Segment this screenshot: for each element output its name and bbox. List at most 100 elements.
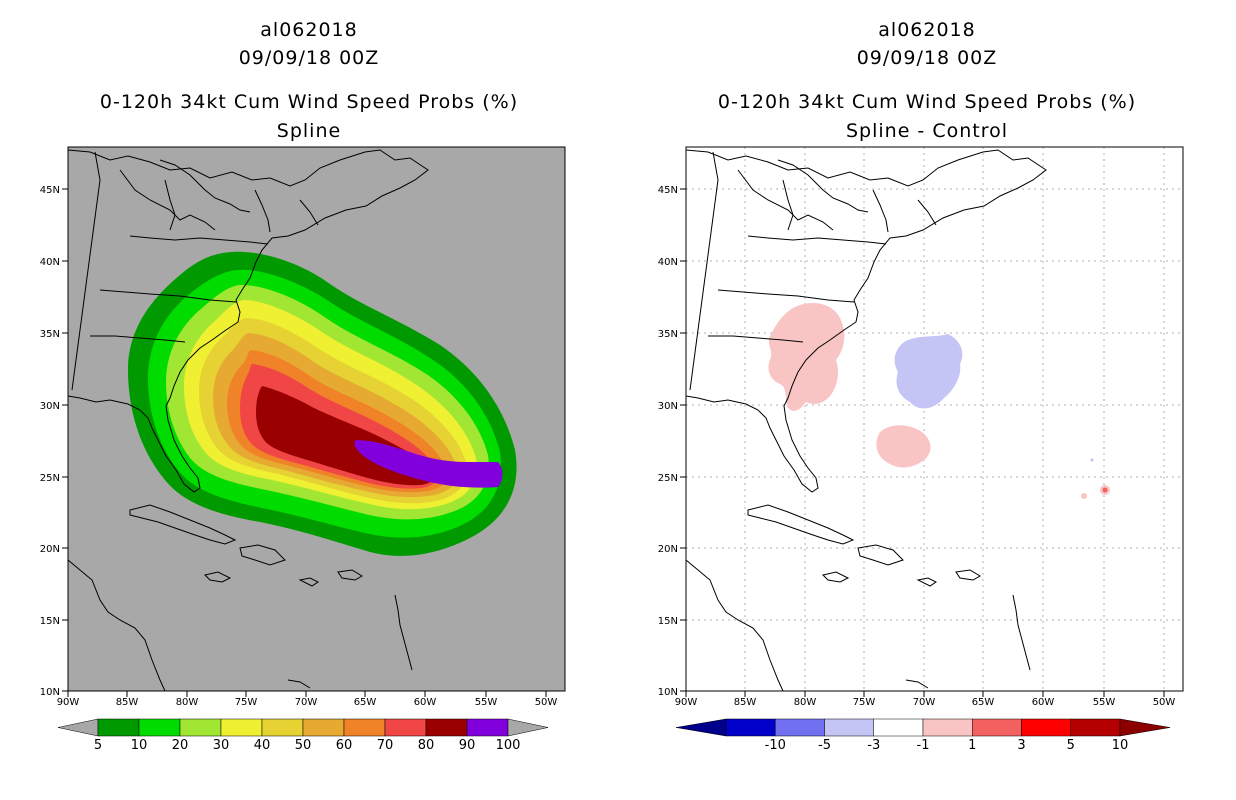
lon-label: 90W — [57, 697, 80, 708]
product-title: 0-120h 34kt Cum Wind Speed Probs (%) — [99, 91, 519, 113]
lat-axis — [680, 188, 686, 692]
colorbar-label: 3 — [1017, 738, 1025, 753]
colorbar-swatch — [179, 718, 222, 737]
storm-id: al062018 — [260, 19, 358, 41]
colorbar-swatch — [873, 718, 924, 737]
positive-difference-area — [768, 303, 845, 411]
probability-colorbar: 5 10 20 30 40 50 60 70 80 90 100 — [57, 718, 549, 753]
negative-difference-area — [894, 334, 963, 409]
lat-label: 20N — [40, 544, 60, 555]
lat-label: 15N — [658, 616, 678, 627]
colorbar-swatch — [725, 718, 776, 737]
valid-time: 09/09/18 00Z — [238, 47, 380, 69]
lon-label: 55W — [1093, 697, 1116, 708]
colorbar-label: 5 — [94, 738, 102, 753]
colorbar-swatch — [922, 718, 973, 737]
product-subtitle: Spline - Control — [845, 120, 1009, 142]
colorbar-swatch — [384, 718, 427, 737]
colorbar-swatch — [824, 718, 874, 737]
lon-label: 80W — [176, 697, 199, 708]
colorbar-swatch — [1070, 718, 1121, 737]
coastlines — [686, 149, 1047, 691]
colorbar-arrow-low — [675, 718, 727, 737]
probability-swath — [128, 251, 517, 556]
lon-axis — [67, 691, 547, 697]
colorbar-label: 10 — [131, 738, 148, 753]
coastlines — [68, 149, 429, 691]
colorbar-swatch — [302, 718, 345, 737]
lon-label: 65W — [354, 697, 377, 708]
colorbar-label: -1 — [917, 738, 930, 753]
colorbar-label: -10 — [765, 738, 786, 753]
left-panel: al062018 09/09/18 00Z 0-120h 34kt Cum Wi… — [40, 19, 566, 753]
colorbar-swatch — [972, 718, 1022, 737]
map-frame — [685, 146, 1184, 692]
lat-lon-grid — [686, 147, 1183, 691]
lat-label: 35N — [658, 329, 678, 340]
storm-id: al062018 — [878, 19, 976, 41]
lat-label: 45N — [40, 185, 60, 196]
lon-label: 70W — [295, 697, 318, 708]
lat-axis — [62, 188, 68, 692]
lon-label: 80W — [794, 697, 817, 708]
lon-label: 90W — [675, 697, 698, 708]
colorbar-label: 40 — [254, 738, 271, 753]
colorbar-arrow-low — [57, 718, 99, 737]
difference-colorbar: -10 -5 -3 -1 1 3 5 10 — [675, 718, 1171, 753]
colorbar-label: 80 — [418, 738, 435, 753]
lon-label: 65W — [972, 697, 995, 708]
lat-label: 25N — [658, 473, 678, 484]
lat-label: 30N — [40, 401, 60, 412]
right-panel: al062018 09/09/18 00Z 0-120h 34kt Cum Wi… — [618, 0, 1236, 800]
colorbar-label: 50 — [295, 738, 312, 753]
lon-label: 85W — [734, 697, 757, 708]
colorbar-label: 10 — [1112, 738, 1129, 753]
positive-difference-spot — [1081, 458, 1110, 499]
colorbar-label: 60 — [336, 738, 353, 753]
valid-time: 09/09/18 00Z — [856, 47, 998, 69]
colorbar-label: 20 — [172, 738, 189, 753]
lon-axis — [685, 691, 1165, 697]
lat-label: 25N — [40, 473, 60, 484]
lat-label: 30N — [658, 401, 678, 412]
colorbar-swatch — [1021, 718, 1071, 737]
lat-label: 10N — [40, 687, 60, 698]
colorbar-swatch — [466, 718, 509, 737]
colorbar-swatch — [220, 718, 263, 737]
lon-label: 85W — [116, 697, 139, 708]
lat-label: 45N — [658, 185, 678, 196]
lon-label: 70W — [913, 697, 936, 708]
colorbar-arrow-high — [507, 718, 549, 737]
lon-label: 60W — [1032, 697, 1055, 708]
probability-map: 45N 40N 35N 30N 25N 20N 15N 10N 90W 85W … — [40, 146, 566, 753]
colorbar-swatch — [425, 718, 468, 737]
product-subtitle: Spline — [276, 120, 342, 142]
colorbar-swatch — [343, 718, 386, 737]
lon-label: 50W — [535, 697, 558, 708]
colorbar-label: 100 — [496, 738, 521, 753]
colorbar-label: 70 — [377, 738, 394, 753]
positive-difference-area — [876, 425, 931, 468]
colorbar-label: -3 — [867, 738, 880, 753]
lat-label: 10N — [658, 687, 678, 698]
product-title: 0-120h 34kt Cum Wind Speed Probs (%) — [717, 91, 1137, 113]
lat-label: 35N — [40, 329, 60, 340]
lon-label: 55W — [475, 697, 498, 708]
colorbar-swatch — [138, 718, 181, 737]
colorbar-swatch — [261, 718, 304, 737]
colorbar-label: 5 — [1067, 738, 1075, 753]
colorbar-label: 30 — [213, 738, 230, 753]
lon-label: 50W — [1153, 697, 1176, 708]
lat-label: 40N — [40, 257, 60, 268]
colorbar-label: 90 — [459, 738, 476, 753]
colorbar-swatch — [97, 718, 140, 737]
lat-label: 40N — [658, 257, 678, 268]
lon-label: 60W — [414, 697, 437, 708]
colorbar-label: -5 — [818, 738, 831, 753]
lat-label: 15N — [40, 616, 60, 627]
colorbar-arrow-high — [1119, 718, 1171, 737]
difference-map: 45N 40N 35N 30N 25N 20N 15N 10N 90W 85W … — [658, 146, 1184, 753]
lat-label: 20N — [658, 544, 678, 555]
lon-label: 75W — [853, 697, 876, 708]
map-frame — [67, 146, 566, 692]
